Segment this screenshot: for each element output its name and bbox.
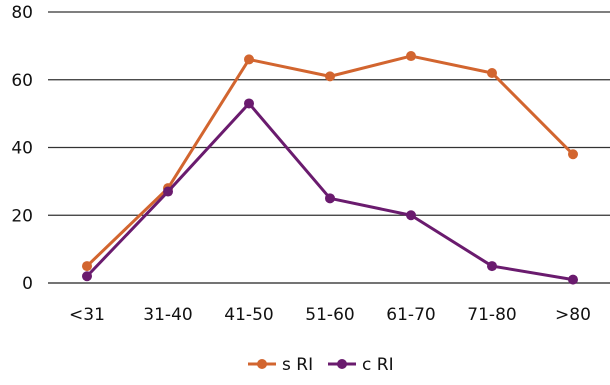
x-axis-ticks: <31 31-40 41-50 51-60 61-70 71-80 >80	[69, 305, 591, 325]
data-point	[244, 54, 254, 64]
series-0	[82, 51, 578, 271]
data-point	[82, 271, 92, 281]
legend-item: s RI	[248, 355, 313, 375]
series-line	[87, 56, 573, 266]
legend-item: c RI	[328, 355, 394, 375]
data-point	[487, 68, 497, 78]
x-tick-label: <31	[69, 305, 105, 325]
legend-label: s RI	[282, 355, 313, 375]
y-tick-label: 80	[11, 3, 33, 23]
data-point	[406, 210, 416, 220]
x-tick-label: 31-40	[143, 305, 192, 325]
legend: s RI c RI	[248, 355, 394, 375]
data-point	[568, 149, 578, 159]
legend-swatch-marker	[257, 359, 267, 369]
data-point	[325, 193, 335, 203]
x-tick-label: 41-50	[224, 305, 273, 325]
series-lines	[82, 51, 578, 285]
data-point	[325, 71, 335, 81]
data-point	[406, 51, 416, 61]
legend-swatch-marker	[337, 359, 347, 369]
y-tick-label: 60	[11, 71, 33, 91]
y-tick-label: 20	[11, 206, 33, 226]
y-tick-label: 0	[22, 274, 33, 294]
x-tick-label: >80	[555, 305, 591, 325]
gridlines	[48, 12, 610, 283]
y-axis-ticks: 0 20 40 60 80	[11, 3, 33, 294]
data-point	[244, 98, 254, 108]
y-tick-label: 40	[11, 139, 33, 159]
series-1	[82, 98, 578, 284]
data-point	[163, 187, 173, 197]
legend-label: c RI	[362, 355, 394, 375]
data-point	[487, 261, 497, 271]
series-line	[87, 103, 573, 279]
x-tick-label: 51-60	[305, 305, 354, 325]
x-tick-label: 61-70	[386, 305, 435, 325]
data-point	[568, 275, 578, 285]
x-tick-label: 71-80	[467, 305, 516, 325]
data-point	[82, 261, 92, 271]
